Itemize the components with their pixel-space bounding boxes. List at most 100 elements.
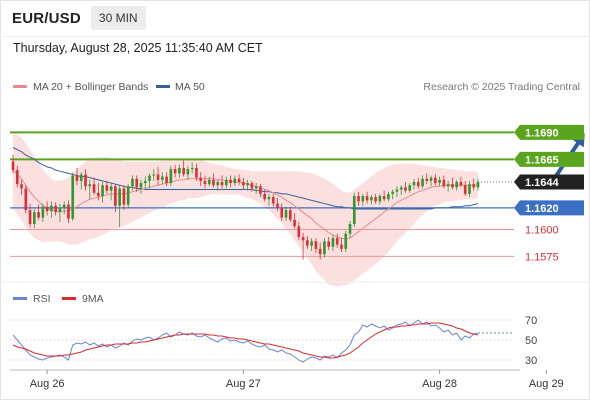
candle-body: [263, 193, 267, 200]
candle-body: [15, 170, 19, 185]
rsi-legend-label: RSI: [33, 293, 51, 305]
candle-body: [173, 169, 177, 174]
candle-body: [126, 186, 130, 205]
candle-body: [463, 185, 467, 194]
level-tag-pivot-3: [514, 200, 584, 216]
candle: [318, 242, 322, 260]
candle: [165, 172, 168, 187]
candle: [122, 185, 126, 211]
candle: [169, 165, 173, 187]
candle: [195, 163, 198, 181]
candle: [463, 180, 467, 197]
candle: [11, 155, 15, 174]
candle-body: [408, 185, 412, 191]
rsi-panel-layer: 70 50 30: [10, 315, 537, 367]
candle: [114, 184, 117, 213]
rsi-ma-legend-swatch: [62, 297, 76, 300]
candle-body: [203, 180, 207, 185]
header-divider: [0, 36, 590, 37]
candle: [233, 175, 237, 187]
candle: [429, 175, 433, 187]
candle: [84, 169, 87, 191]
candle-body: [62, 204, 66, 208]
candle: [105, 180, 109, 194]
candle: [271, 193, 275, 207]
candle-body: [365, 196, 369, 201]
candle: [284, 206, 288, 221]
candle: [434, 174, 437, 186]
candle: [156, 166, 160, 186]
timeframe-badge[interactable]: 30 MIN: [90, 6, 146, 30]
candle: [327, 237, 331, 250]
x-axis-layer: Aug 26 Aug 27 Aug 28 Aug 29: [30, 370, 564, 390]
ma20-line: [12, 169, 478, 240]
candle-body: [92, 184, 96, 193]
candle-body: [434, 177, 437, 184]
candle: [88, 179, 92, 200]
candle-body: [382, 196, 386, 200]
candle-body: [152, 174, 156, 176]
candle: [293, 213, 296, 229]
candle-body: [135, 178, 139, 188]
candle: [199, 172, 203, 187]
candle-body: [468, 184, 471, 194]
candle-body: [310, 241, 313, 246]
candle: [344, 230, 348, 253]
moving-average-layer: [12, 147, 479, 240]
candle: [335, 233, 339, 248]
candle-body: [148, 175, 151, 181]
rsi-ma-line: [12, 322, 479, 359]
candle-body: [327, 241, 331, 247]
candle: [331, 234, 335, 252]
candle: [160, 172, 164, 185]
candle-body: [54, 205, 57, 213]
candle-body: [79, 174, 83, 181]
candle-body: [88, 184, 92, 187]
candle-body: [370, 197, 373, 201]
x-tick-label: Aug 29: [529, 378, 564, 390]
candle: [220, 175, 224, 189]
candle: [352, 192, 356, 228]
candle-body: [416, 181, 420, 187]
candle-body: [352, 196, 356, 225]
candle: [404, 181, 407, 193]
candle-body: [160, 176, 164, 180]
candle: [310, 238, 313, 252]
candle-body: [45, 206, 49, 212]
candle: [301, 232, 305, 260]
candle-body: [75, 175, 79, 181]
rsi-tick-label-50: 50: [525, 335, 537, 347]
candle-body: [250, 183, 254, 189]
candle: [254, 183, 258, 194]
candle: [79, 172, 83, 190]
candle-body: [84, 174, 87, 187]
candle: [67, 200, 70, 223]
candle-body: [314, 241, 318, 249]
level-label-last-2: 1.1644: [525, 177, 560, 189]
candle: [425, 173, 429, 185]
candle: [33, 208, 36, 229]
level-label-resistance-1: 1.1665: [525, 154, 559, 166]
candle: [382, 190, 386, 202]
candle: [54, 202, 57, 216]
candle-body: [340, 244, 343, 249]
candle-body: [391, 191, 394, 194]
candle-body: [101, 185, 104, 197]
candle-body: [276, 203, 279, 208]
candle: [148, 173, 151, 189]
candle-body: [156, 174, 160, 180]
rsi-tick-label-70: 70: [525, 315, 537, 327]
candle: [242, 177, 245, 190]
candle-body: [421, 178, 424, 187]
candle: [28, 203, 32, 228]
rsi-line: [12, 319, 479, 363]
candle: [374, 193, 377, 204]
candle: [173, 164, 177, 178]
candle-body: [323, 241, 326, 255]
candle-body: [105, 185, 109, 191]
candle-body: [429, 177, 433, 181]
level-tag-last-2: [514, 174, 584, 190]
x-tick-label: Aug 27: [226, 378, 261, 390]
candle-body: [233, 178, 237, 184]
candle-body: [451, 184, 454, 188]
